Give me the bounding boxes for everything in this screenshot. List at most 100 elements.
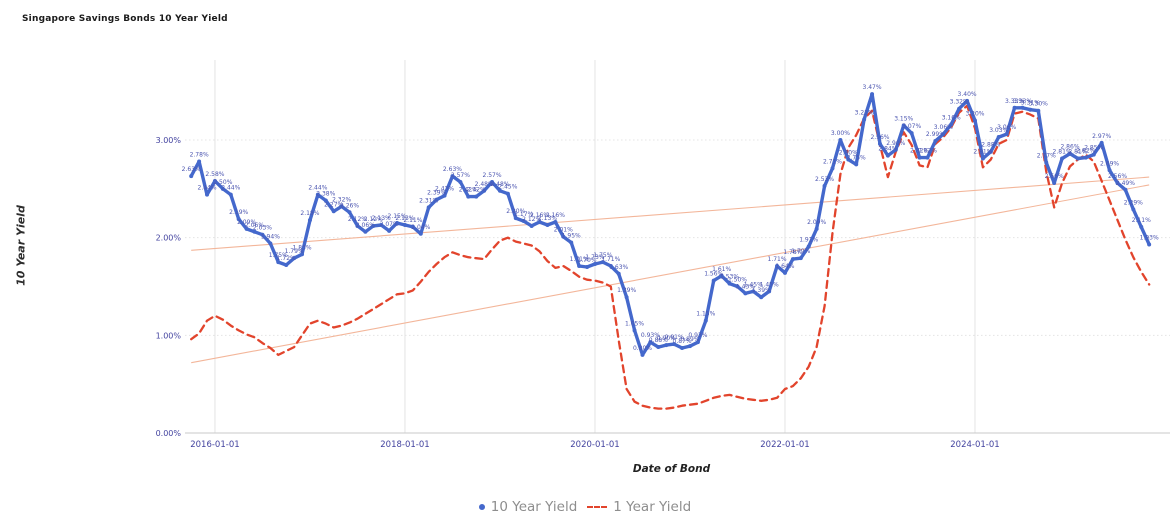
svg-text:2.13%: 2.13%: [395, 215, 414, 222]
blue-dot-icon: [478, 504, 485, 510]
svg-text:1.78%: 1.78%: [783, 249, 802, 256]
svg-text:2.16%: 2.16%: [530, 212, 549, 219]
svg-text:2.53%: 2.53%: [815, 176, 834, 183]
svg-text:2.56%: 2.56%: [1045, 173, 1064, 180]
svg-text:1.75%: 1.75%: [593, 252, 612, 259]
svg-text:3.15%: 3.15%: [894, 115, 913, 122]
svg-text:1.56%: 1.56%: [704, 271, 723, 278]
svg-text:2.32%: 2.32%: [332, 196, 351, 203]
svg-text:1.53%: 1.53%: [720, 274, 739, 281]
svg-text:0.90%: 0.90%: [657, 335, 676, 342]
svg-text:2.44%: 2.44%: [308, 185, 327, 192]
svg-text:0.91%: 0.91%: [665, 334, 684, 341]
svg-text:2.42%: 2.42%: [459, 187, 478, 194]
svg-text:3.07%: 3.07%: [902, 123, 921, 130]
red-dashes-icon: [587, 506, 608, 508]
svg-text:1.73%: 1.73%: [585, 254, 604, 261]
svg-text:2.81%: 2.81%: [973, 149, 992, 156]
svg-text:2.75%: 2.75%: [847, 154, 866, 161]
series-1-year-yield: [190, 104, 1151, 410]
svg-text:2.04%: 2.04%: [411, 224, 430, 231]
svg-text:1.71%: 1.71%: [768, 256, 787, 263]
svg-text:2.56%: 2.56%: [1108, 173, 1127, 180]
svg-text:2.27%: 2.27%: [324, 201, 343, 208]
yield-line-chart: 2016-01-01 2018-01-01 2020-01-01 2022-01-01…: [156, 60, 1170, 450]
svg-text:3.33%: 3.33%: [1013, 98, 1032, 105]
svg-text:2.13%: 2.13%: [372, 215, 391, 222]
svg-text:2.88%: 2.88%: [981, 142, 1000, 149]
svg-text:1.64%: 1.64%: [775, 263, 794, 270]
svg-text:1.45%: 1.45%: [760, 281, 779, 288]
svg-text:2.58%: 2.58%: [205, 171, 224, 178]
chart-legend: 10 Year Yield 1 Year Yield: [0, 499, 1170, 515]
svg-text:2.12%: 2.12%: [364, 216, 383, 223]
svg-text:1.45%: 1.45%: [744, 281, 763, 288]
svg-text:3.30%: 3.30%: [1029, 101, 1048, 108]
svg-text:1.39%: 1.39%: [752, 287, 771, 294]
svg-text:1.71%: 1.71%: [570, 256, 589, 263]
svg-text:2.43%: 2.43%: [435, 186, 454, 193]
svg-text:2.50%: 2.50%: [213, 179, 232, 186]
svg-text:2.42%: 2.42%: [467, 187, 486, 194]
svg-text:1.72%: 1.72%: [277, 255, 296, 262]
svg-text:2.06%: 2.06%: [356, 222, 375, 229]
svg-text:2.20%: 2.20%: [506, 208, 525, 215]
legend-item-10-year-yield[interactable]: 10 Year Yield: [478, 499, 578, 515]
svg-text:0.93%: 0.93%: [641, 332, 660, 339]
svg-text:2.48%: 2.48%: [475, 181, 494, 188]
svg-text:0.00%: 0.00%: [156, 429, 182, 438]
svg-text:0.93%: 0.93%: [688, 332, 707, 339]
svg-text:2.03%: 2.03%: [253, 225, 272, 232]
svg-text:2.11%: 2.11%: [1132, 217, 1151, 224]
svg-text:2.82%: 2.82%: [1076, 148, 1095, 155]
svg-text:2.90%: 2.90%: [886, 140, 905, 147]
svg-text:3.20%: 3.20%: [965, 110, 984, 117]
svg-text:1.15%: 1.15%: [696, 311, 715, 318]
svg-text:2.13%: 2.13%: [538, 215, 557, 222]
svg-text:1.79%: 1.79%: [791, 248, 810, 255]
svg-text:3.31%: 3.31%: [1021, 100, 1040, 107]
svg-text:2.63%: 2.63%: [182, 166, 201, 173]
svg-text:2.78%: 2.78%: [190, 151, 209, 158]
svg-text:2022-01-01: 2022-01-01: [760, 440, 809, 450]
svg-text:2.69%: 2.69%: [1100, 160, 1119, 167]
svg-text:3.06%: 3.06%: [997, 124, 1016, 131]
svg-text:0.87%: 0.87%: [673, 338, 692, 345]
svg-text:1.95%: 1.95%: [562, 233, 581, 240]
svg-text:2.63%: 2.63%: [443, 166, 462, 173]
svg-text:0.80%: 0.80%: [633, 345, 652, 352]
svg-text:1.79%: 1.79%: [285, 248, 304, 255]
svg-text:2.45%: 2.45%: [498, 184, 517, 191]
svg-text:3.21%: 3.21%: [855, 109, 874, 116]
svg-text:2020-01-01: 2020-01-01: [570, 440, 619, 450]
chart-title: Singapore Savings Bonds 10 Year Yield: [22, 14, 228, 24]
svg-text:1.61%: 1.61%: [712, 266, 731, 273]
svg-text:2.71%: 2.71%: [823, 158, 842, 165]
svg-text:2.17%: 2.17%: [514, 211, 533, 218]
legend-label-10-year: 10 Year Yield: [490, 499, 578, 515]
svg-text:2.48%: 2.48%: [490, 181, 509, 188]
svg-text:1.50%: 1.50%: [728, 276, 747, 283]
svg-text:2.12%: 2.12%: [348, 216, 367, 223]
svg-text:2.26%: 2.26%: [340, 202, 359, 209]
svg-text:2.38%: 2.38%: [316, 191, 335, 198]
svg-text:2.01%: 2.01%: [554, 227, 573, 234]
svg-text:2.16%: 2.16%: [546, 212, 565, 219]
svg-text:2.97%: 2.97%: [1092, 133, 1111, 140]
svg-text:1.94%: 1.94%: [261, 234, 280, 241]
svg-text:0.88%: 0.88%: [649, 337, 668, 344]
svg-text:1.39%: 1.39%: [617, 287, 636, 294]
svg-text:3.32%: 3.32%: [950, 99, 969, 106]
svg-text:1.75%: 1.75%: [269, 252, 288, 259]
svg-text:2.44%: 2.44%: [221, 185, 240, 192]
svg-text:3.16%: 3.16%: [942, 114, 961, 121]
svg-text:3.40%: 3.40%: [958, 91, 977, 98]
svg-text:2.84%: 2.84%: [878, 146, 897, 153]
svg-text:2.15%: 2.15%: [388, 213, 407, 220]
svg-text:2.18%: 2.18%: [300, 210, 319, 217]
svg-text:3.00%: 3.00%: [156, 136, 182, 145]
svg-text:2016-01-01: 2016-01-01: [190, 440, 239, 450]
legend-item-1-year-yield[interactable]: 1 Year Yield: [587, 499, 691, 515]
svg-text:2018-01-01: 2018-01-01: [380, 440, 429, 450]
svg-text:2.39%: 2.39%: [427, 190, 446, 197]
